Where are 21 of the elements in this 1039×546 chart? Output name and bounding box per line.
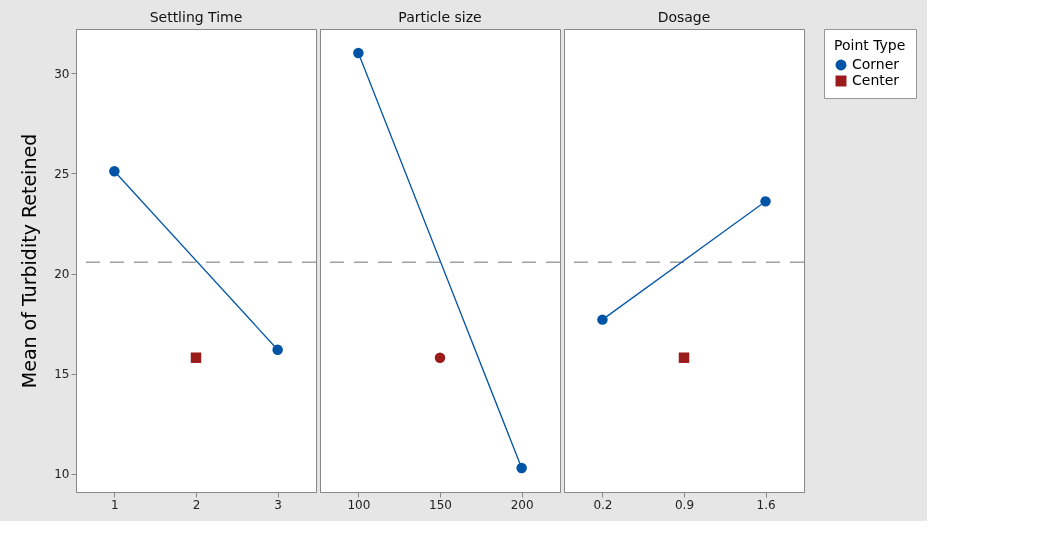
y-tick-label: 25 xyxy=(54,166,70,181)
y-tick-label: 30 xyxy=(54,66,70,81)
x-tick-label: 100 xyxy=(347,497,371,512)
x-tick-label: 3 xyxy=(274,497,282,512)
x-tick-label: 1.6 xyxy=(756,497,776,512)
y-tick-label: 20 xyxy=(54,267,70,282)
chart-title: Settling Time xyxy=(149,9,243,25)
y-axis-title: Mean of Turbidity Reteined xyxy=(18,133,41,389)
y-tick-label: 10 xyxy=(54,467,70,482)
x-tick-label: 1 xyxy=(111,497,119,512)
legend-title: Point Type xyxy=(834,37,906,53)
legend-label: Corner xyxy=(852,56,900,72)
y-tick-label: 15 xyxy=(54,367,70,382)
x-tick-label: 0.9 xyxy=(674,497,695,512)
legend-label: Center xyxy=(852,72,900,88)
chart-title: Dosage xyxy=(657,9,711,25)
x-tick-label: 200 xyxy=(510,497,534,512)
x-tick-label: 150 xyxy=(429,497,452,512)
chart-title: Particle size xyxy=(398,9,482,25)
x-tick-label: 0.2 xyxy=(593,497,613,512)
x-tick-label: 2 xyxy=(192,497,201,512)
